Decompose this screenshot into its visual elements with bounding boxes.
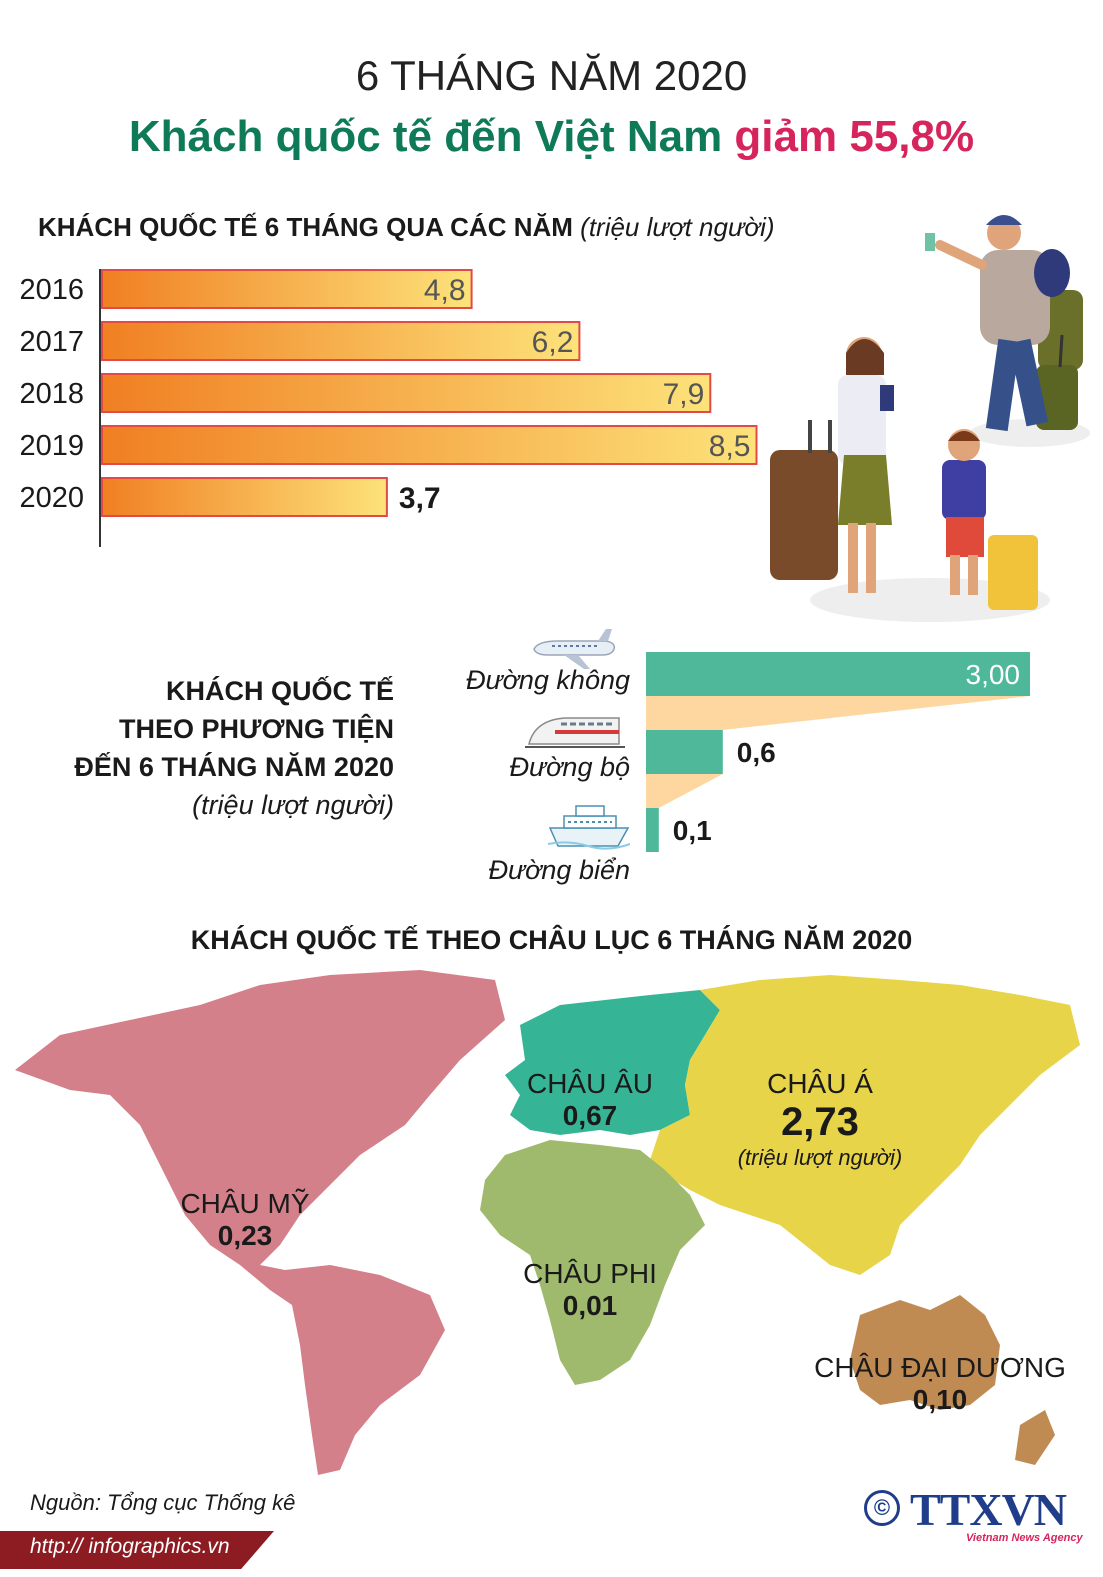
transport-chart-title: KHÁCH QUỐC TẾ THEO PHƯƠNG TIỆN ĐẾN 6 THÁ… (20, 672, 394, 824)
europe-value: 0,67 (562, 1100, 618, 1131)
mode-label-sea: Đường biển (488, 855, 630, 885)
transport-value-label: 0,6 (737, 737, 776, 768)
year-value-label: 6,2 (532, 326, 574, 359)
footer-url[interactable]: http:// infographics.vn (30, 1535, 230, 1558)
agency-logo-subtitle: Vietnam News Agency (966, 1532, 1083, 1544)
transport-bar (646, 730, 723, 774)
continent-section-title: KHÁCH QUỐC TẾ THEO CHÂU LỤC 6 THÁNG NĂM … (190, 925, 913, 955)
source-note: Nguồn: Tổng cục Thống kê (30, 1490, 296, 1515)
europe-name: CHÂU ÂU (526, 1068, 653, 1099)
yearly-unit: (triệu lượt người) (580, 212, 775, 242)
footer-url-bar (0, 1531, 274, 1569)
americas-value: 0,23 (217, 1220, 273, 1251)
asia-name: CHÂU Á (767, 1068, 873, 1099)
headline-change: giảm 55,8% (734, 112, 975, 161)
transport-bar (646, 808, 659, 852)
year-label: 2019 (19, 430, 84, 462)
headline: Khách quốc tế đến Việt Nam giảm 55,8% (0, 112, 1103, 162)
year-bar (101, 373, 712, 413)
year-value-label: 8,5 (709, 430, 751, 463)
transport-title-line-3: ĐẾN 6 THÁNG NĂM 2020 (74, 752, 394, 782)
woman-figure (770, 337, 894, 593)
transport-unit: (triệu lượt người) (192, 790, 394, 820)
map-label-americas: CHÂU MỸ 0,23 (165, 1188, 325, 1252)
year-label: 2020 (19, 482, 84, 514)
airplane-icon (533, 629, 616, 669)
year-value-label: 7,9 (663, 378, 705, 411)
yearly-chart-title: KHÁCH QUỐC TẾ 6 THÁNG QUA CÁC NĂM (triệu… (38, 212, 775, 243)
year-label: 2016 (19, 274, 84, 306)
mode-label-air: Đường không (465, 665, 630, 695)
asia-value: 2,73 (781, 1100, 859, 1144)
africa-value: 0,01 (562, 1290, 618, 1321)
year-value-label: 3,7 (399, 482, 441, 515)
year-bar (101, 425, 758, 465)
yearly-bar-chart: 2016 4,8 2017 6,2 2018 7,9 2019 8,5 2020 3,7 (19, 269, 758, 547)
train-icon (525, 717, 625, 748)
map-label-oceania: CHÂU ĐẠI DƯƠNG 0,10 (800, 1352, 1080, 1416)
map-label-africa: CHÂU PHI 0,01 (510, 1258, 670, 1322)
year-bar (101, 321, 581, 361)
man-figure (925, 215, 1083, 432)
map-region-africa (480, 1140, 705, 1385)
oceania-value: 0,10 (912, 1384, 968, 1415)
child-figure (942, 429, 1038, 610)
americas-name: CHÂU MỸ (180, 1188, 310, 1219)
transport-title-line-2: THEO PHƯƠNG TIỆN (119, 714, 394, 744)
year-bar (101, 269, 473, 309)
map-region-asia (650, 975, 1080, 1275)
year-bar (101, 477, 388, 517)
year-value-label: 4,8 (424, 274, 466, 307)
map-region-americas (15, 970, 505, 1475)
world-map (15, 970, 1080, 1475)
year-label: 2018 (19, 378, 84, 410)
copyright-icon: © (864, 1490, 900, 1526)
year-label: 2017 (19, 326, 84, 358)
transport-funnel (646, 774, 723, 808)
transport-funnel (646, 696, 1030, 730)
map-label-asia: CHÂU Á 2,73 (triệu lượt người) (720, 1068, 920, 1171)
transport-title-line-1: KHÁCH QUỐC TẾ (166, 676, 394, 706)
asia-unit: (triệu lượt người) (737, 1145, 903, 1170)
mode-label-road: Đường bộ (509, 752, 631, 782)
agency-logo: TTXVN (910, 1484, 1067, 1535)
travelers-illustration (770, 215, 1090, 622)
ship-icon (548, 805, 630, 850)
headline-main: Khách quốc tế đến Việt Nam (128, 112, 723, 161)
yearly-title-text: KHÁCH QUỐC TẾ 6 THÁNG QUA CÁC NĂM (38, 212, 573, 242)
transport-value-label: 0,1 (673, 815, 712, 846)
transport-bar-chart: 3,00 0,6 0,1 (646, 652, 1030, 852)
map-region-oceania (850, 1295, 1055, 1465)
africa-name: CHÂU PHI (523, 1258, 657, 1289)
map-region-europe (505, 990, 720, 1135)
oceania-name: CHÂU ĐẠI DƯƠNG (814, 1352, 1066, 1383)
transport-bar (646, 652, 1030, 696)
transport-value-label: 3,00 (966, 659, 1021, 690)
map-label-europe: CHÂU ÂU 0,67 (510, 1068, 670, 1132)
period-title: 6 THÁNG NĂM 2020 (355, 52, 748, 99)
